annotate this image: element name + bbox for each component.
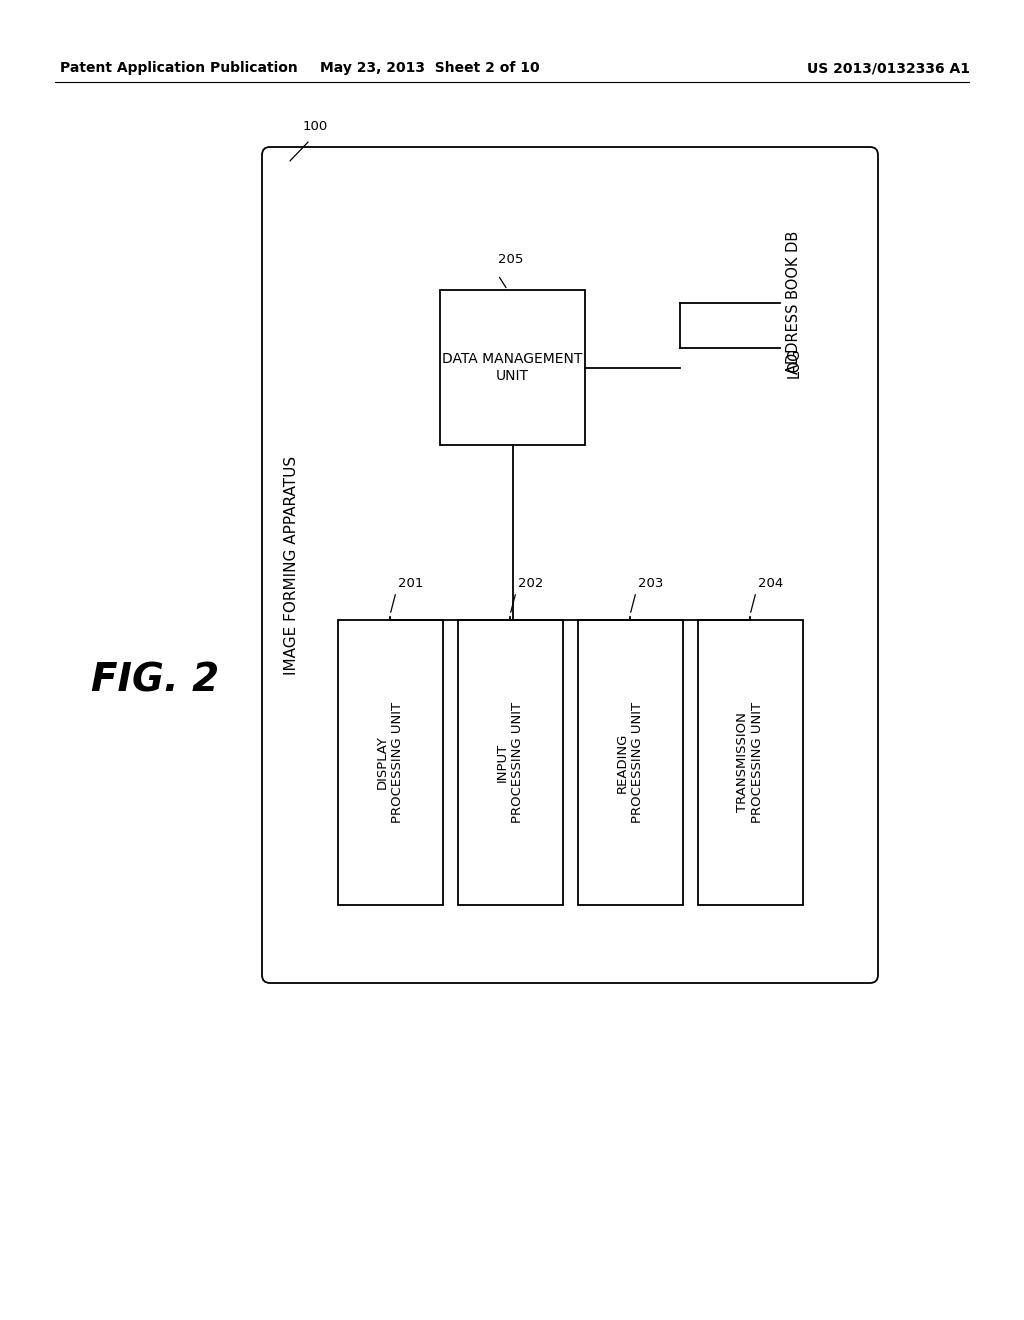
- Text: 204: 204: [758, 577, 783, 590]
- Text: May 23, 2013  Sheet 2 of 10: May 23, 2013 Sheet 2 of 10: [321, 61, 540, 75]
- Text: INPUT
PROCESSING UNIT: INPUT PROCESSING UNIT: [496, 702, 524, 824]
- Text: LOG: LOG: [786, 347, 802, 378]
- Text: DISPLAY
PROCESSING UNIT: DISPLAY PROCESSING UNIT: [376, 702, 404, 824]
- Text: READING
PROCESSING UNIT: READING PROCESSING UNIT: [616, 702, 644, 824]
- Text: 202: 202: [518, 577, 544, 590]
- Text: 201: 201: [398, 577, 423, 590]
- Text: Patent Application Publication: Patent Application Publication: [60, 61, 298, 75]
- Text: 100: 100: [303, 120, 329, 133]
- Bar: [578, 620, 683, 906]
- Bar: [338, 620, 442, 906]
- Bar: [440, 290, 585, 445]
- Text: DATA MANAGEMENT
UNIT: DATA MANAGEMENT UNIT: [442, 352, 583, 383]
- Text: ADDRESS BOOK DB: ADDRESS BOOK DB: [786, 231, 802, 374]
- Text: TRANSMISSION
PROCESSING UNIT: TRANSMISSION PROCESSING UNIT: [736, 702, 764, 824]
- FancyBboxPatch shape: [262, 147, 878, 983]
- Bar: [697, 620, 803, 906]
- Bar: [458, 620, 562, 906]
- Text: IMAGE FORMING APPARATUS: IMAGE FORMING APPARATUS: [285, 455, 299, 675]
- Text: US 2013/0132336 A1: US 2013/0132336 A1: [807, 61, 970, 75]
- Text: 203: 203: [638, 577, 664, 590]
- Text: 205: 205: [498, 253, 523, 267]
- Text: FIG. 2: FIG. 2: [91, 661, 219, 700]
